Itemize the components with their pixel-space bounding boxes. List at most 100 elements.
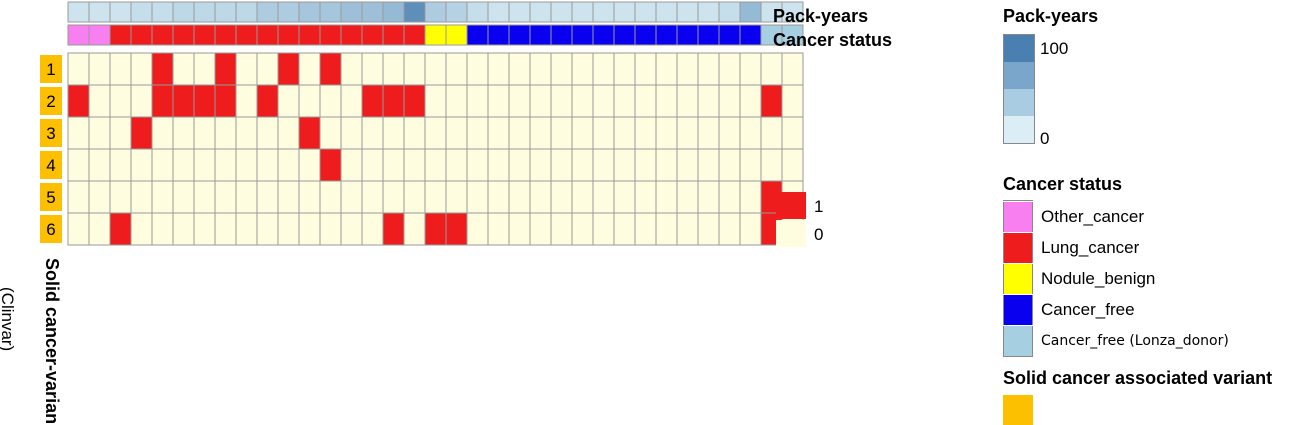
matrix-cell (739, 212, 762, 246)
matrix-cell (634, 116, 657, 150)
matrix-cell (277, 116, 300, 150)
matrix-cell (781, 116, 804, 150)
cancer-status-swatch (1003, 325, 1033, 356)
matrix-cell (508, 148, 531, 182)
value-legend-label: 0 (814, 225, 823, 244)
matrix-cell (109, 212, 132, 246)
matrix-cell (214, 212, 237, 246)
matrix-cell (319, 52, 342, 86)
matrix-cell (445, 180, 468, 214)
matrix-cell (151, 148, 174, 182)
cancer-status-cell (739, 24, 762, 46)
track-label-cancer-status: Cancer status (773, 30, 892, 50)
pack-years-cell (214, 1, 237, 23)
matrix-cell (487, 212, 510, 246)
matrix-cell (781, 52, 804, 86)
matrix-cell (193, 212, 216, 246)
cancer-status-cell (172, 24, 195, 46)
track-label-pack-years: Pack-years (773, 6, 868, 26)
matrix-cell (277, 148, 300, 182)
pack-years-legend-title: Pack-years (1003, 6, 1099, 26)
matrix-cell (340, 212, 363, 246)
pack-years-cell (571, 1, 594, 23)
matrix-cell (655, 116, 678, 150)
matrix-cell (88, 212, 111, 246)
variant-legend: Solid cancer associated variant (1003, 368, 1313, 425)
matrix-cell (214, 180, 237, 214)
pack-years-cell (739, 1, 762, 23)
cancer-status-cell (613, 24, 636, 46)
row-axis-subtitle: (Clinvar) (0, 287, 17, 351)
cancer-status-cell (718, 24, 741, 46)
matrix-cell (319, 148, 342, 182)
matrix-cell (340, 180, 363, 214)
matrix-cell (466, 148, 489, 182)
gradient-step (1004, 116, 1034, 143)
matrix-cell (613, 180, 636, 214)
matrix-cell (655, 212, 678, 246)
gradient-step (1004, 35, 1034, 62)
pack-years-cell (361, 1, 384, 23)
matrix-cell (508, 84, 531, 118)
matrix-cell (256, 212, 279, 246)
matrix-cell (571, 212, 594, 246)
pack-years-cell (67, 1, 90, 23)
matrix-cell (529, 84, 552, 118)
matrix-cell (88, 180, 111, 214)
pack-years-cell (781, 1, 804, 23)
row-label: 4 (46, 156, 55, 175)
variant-legend-title: Solid cancer associated variant (1003, 368, 1273, 388)
matrix-cell (676, 212, 699, 246)
matrix-cell (508, 116, 531, 150)
matrix-cell (487, 116, 510, 150)
matrix-cell (340, 84, 363, 118)
pack-years-cell (88, 1, 111, 23)
matrix-cell (718, 148, 741, 182)
matrix-cell (676, 148, 699, 182)
matrix-cell (487, 52, 510, 86)
matrix-cell (298, 212, 321, 246)
matrix-cell (424, 148, 447, 182)
matrix-cell (739, 52, 762, 86)
matrix-cell (529, 116, 552, 150)
matrix-cell (193, 52, 216, 86)
matrix-cell (172, 116, 195, 150)
matrix-cell (151, 84, 174, 118)
matrix-cell (130, 212, 153, 246)
matrix-cell (508, 52, 531, 86)
matrix-cell (760, 52, 783, 86)
value-legend-swatch (776, 220, 806, 247)
pack-years-cell (130, 1, 153, 23)
matrix-cell (676, 52, 699, 86)
matrix-cell (256, 148, 279, 182)
matrix-cell (151, 52, 174, 86)
cancer-status-cell (697, 24, 720, 46)
matrix-cell (466, 52, 489, 86)
matrix-cell (529, 52, 552, 86)
cancer-status-items: Other_cancer Lung_cancer Nodule_benign Canc… (1003, 200, 1229, 357)
row-label-box (40, 151, 62, 179)
matrix-cell (298, 52, 321, 86)
matrix-cell (193, 180, 216, 214)
matrix-cell (424, 212, 447, 246)
matrix-cell (571, 116, 594, 150)
cancer-status-cell (340, 24, 363, 46)
matrix-cell (634, 180, 657, 214)
matrix-cell (508, 180, 531, 214)
cancer-status-swatch (1003, 294, 1033, 325)
matrix-cell (445, 212, 468, 246)
matrix-cell (739, 84, 762, 118)
cancer-status-cell (109, 24, 132, 46)
row-label: 1 (46, 60, 55, 79)
matrix-cell (67, 84, 90, 118)
matrix-cell (319, 116, 342, 150)
matrix-cell (256, 180, 279, 214)
row-label: 3 (46, 124, 55, 143)
matrix-cell (67, 148, 90, 182)
cancer-status-cell (298, 24, 321, 46)
matrix-cell (424, 116, 447, 150)
cancer-status-label: Other_cancer (1041, 206, 1144, 226)
matrix-cell (676, 84, 699, 118)
matrix-cell (655, 52, 678, 86)
cancer-status-label: Nodule_benign (1041, 268, 1156, 288)
